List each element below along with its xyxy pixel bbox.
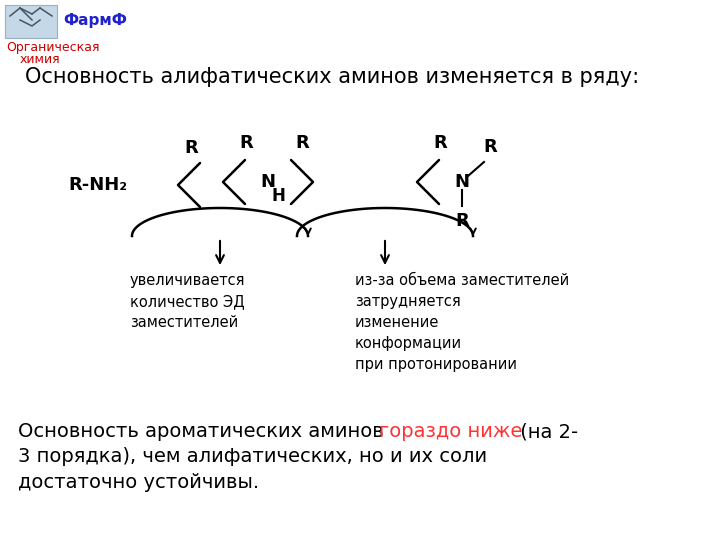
Text: ФармФ: ФармФ [63, 14, 127, 29]
Text: гораздо ниже: гораздо ниже [379, 422, 522, 441]
Text: (на 2-: (на 2- [514, 422, 578, 441]
Text: химия: химия [20, 53, 60, 66]
Text: из-за объема заместителей
затрудняется
изменение
конформации
при протонировании: из-за объема заместителей затрудняется и… [355, 273, 570, 372]
Text: R: R [433, 134, 447, 152]
Text: R: R [184, 139, 198, 157]
Text: R: R [295, 134, 309, 152]
Text: R: R [455, 212, 469, 230]
Text: N: N [261, 173, 276, 191]
Text: R: R [239, 134, 253, 152]
Text: R: R [483, 138, 497, 156]
Text: Основность алифатических аминов изменяется в ряду:: Основность алифатических аминов изменяет… [25, 67, 639, 87]
Text: увеличивается
количество ЭД
заместителей: увеличивается количество ЭД заместителей [130, 273, 246, 330]
Text: N: N [454, 173, 469, 191]
Text: Органическая: Органическая [6, 41, 99, 54]
Text: H: H [271, 187, 285, 205]
Text: R-NH₂: R-NH₂ [68, 176, 127, 194]
FancyBboxPatch shape [5, 5, 57, 38]
Text: 3 порядка), чем алифатических, но и их соли: 3 порядка), чем алифатических, но и их с… [18, 447, 487, 466]
Text: Основность ароматических аминов: Основность ароматических аминов [18, 422, 390, 441]
Text: достаточно устойчивы.: достаточно устойчивы. [18, 472, 259, 491]
